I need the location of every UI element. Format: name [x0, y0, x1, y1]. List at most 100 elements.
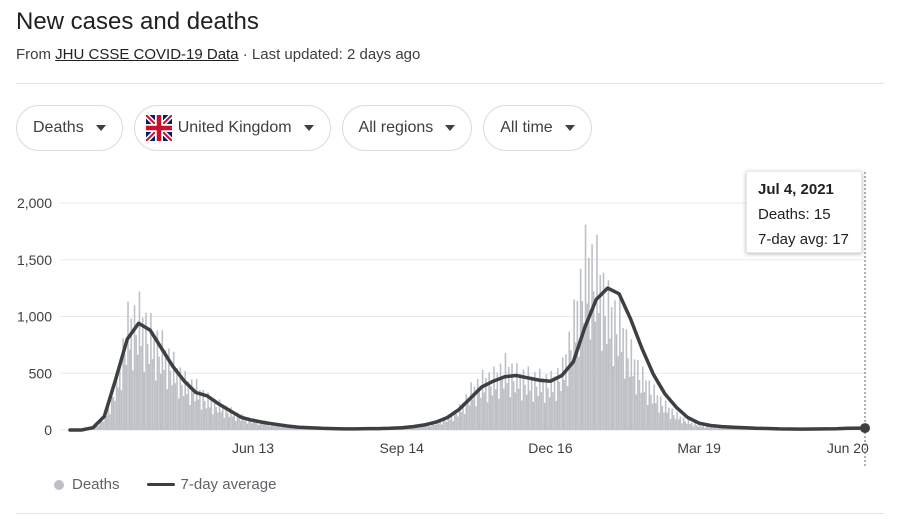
deaths-bar: [288, 426, 291, 430]
deaths-bar: [594, 321, 597, 430]
deaths-bar: [259, 420, 262, 430]
deaths-bar: [437, 423, 440, 430]
source-link[interactable]: JHU CSSE COVID-19 Data: [55, 46, 239, 63]
deaths-bar: [635, 394, 638, 430]
deaths-bar: [583, 322, 585, 430]
time-range-dropdown[interactable]: All time: [483, 105, 592, 151]
deaths-bar: [249, 420, 252, 430]
deaths-bar: [174, 383, 177, 430]
deaths-bar: [239, 420, 242, 430]
deaths-bar: [275, 423, 278, 430]
deaths-bar: [653, 384, 655, 430]
deaths-bar: [507, 366, 510, 430]
deaths-bar: [707, 426, 709, 430]
deaths-bar: [722, 426, 724, 430]
region-dropdown[interactable]: All regions: [341, 105, 473, 151]
deaths-bar: [297, 427, 299, 430]
deaths-bar: [586, 303, 588, 430]
deaths-bar: [605, 344, 608, 430]
deaths-bar: [538, 368, 541, 430]
deaths-bar: [421, 426, 423, 430]
deaths-bar: [192, 392, 195, 430]
deaths-bar: [553, 376, 556, 430]
chart-tooltip: Jul 4, 2021 Deaths: 15 7-day avg: 17: [746, 171, 862, 253]
deaths-bar: [169, 370, 172, 430]
deaths-bar: [251, 423, 253, 430]
deaths-bar: [141, 317, 144, 430]
deaths-bar: [537, 396, 539, 430]
deaths-bar: [223, 417, 226, 430]
deaths-bar: [182, 396, 185, 430]
deaths-bar: [261, 422, 263, 430]
deaths-bar: [509, 397, 512, 430]
deaths-bar: [203, 401, 206, 430]
deaths-bar: [738, 428, 740, 430]
deaths-bar: [617, 356, 620, 430]
deaths-bar: [570, 350, 572, 430]
deaths-bar: [638, 380, 641, 430]
deaths-bar: [614, 300, 616, 430]
deaths-bar: [280, 427, 283, 430]
deaths-bar: [628, 376, 631, 430]
deaths-bar: [532, 401, 535, 430]
deaths-bar: [542, 378, 544, 430]
deaths-bar: [110, 391, 113, 430]
deaths-bar: [713, 426, 716, 430]
deaths-bar: [114, 400, 116, 430]
deaths-bar: [501, 378, 504, 430]
deaths-bar: [702, 425, 705, 430]
deaths-bar: [127, 301, 129, 430]
deaths-bar: [674, 419, 677, 430]
deaths-bar: [164, 350, 167, 430]
y-tick-label: 2,000: [17, 195, 52, 211]
deaths-bar: [708, 427, 711, 430]
deaths-bar: [153, 334, 155, 430]
uk-flag-icon: [145, 115, 172, 141]
deaths-bar: [596, 234, 598, 430]
deaths-chart[interactable]: 0 500 1,000 1,500 2,000 Jun 13 Sep 14 Dec 16 Mar…: [0, 160, 921, 470]
deaths-bar: [681, 423, 683, 430]
deaths-bar: [444, 420, 446, 430]
deaths-bar: [547, 388, 549, 430]
deaths-bar: [669, 418, 672, 430]
deaths-bar: [257, 425, 260, 430]
deaths-bar: [556, 367, 559, 430]
deaths-bar: [406, 428, 409, 430]
deaths-bar: [690, 422, 693, 430]
time-label: All time: [500, 119, 553, 136]
deaths-bar: [226, 412, 229, 430]
deaths-bar: [427, 423, 430, 430]
deaths-bar: [522, 369, 525, 430]
deaths-bar: [205, 408, 208, 430]
hover-marker-dot: [860, 423, 870, 434]
deaths-bar: [512, 381, 515, 430]
deaths-bar: [704, 427, 706, 430]
deaths-bar: [560, 391, 562, 430]
deaths-bar: [578, 356, 580, 430]
y-tick-label: 500: [29, 365, 53, 381]
deaths-bar: [478, 390, 481, 430]
deaths-bar: [411, 427, 414, 430]
deaths-bar: [231, 416, 234, 430]
deaths-bar: [684, 421, 687, 430]
deaths-bar: [552, 392, 554, 430]
deaths-bar: [409, 427, 412, 430]
deaths-bar: [190, 379, 193, 430]
country-dropdown[interactable]: United Kingdom: [133, 105, 331, 151]
deaths-bar: [187, 381, 190, 430]
deaths-bar: [627, 358, 629, 430]
deaths-bar: [465, 394, 468, 430]
deaths-bar: [274, 426, 276, 430]
deaths-bar: [604, 316, 606, 430]
deaths-bar: [573, 299, 575, 430]
deaths-bar: [199, 389, 201, 430]
deaths-bar: [221, 405, 224, 430]
deaths-bar: [625, 329, 628, 430]
metric-dropdown[interactable]: Deaths: [16, 105, 123, 151]
deaths-bar: [230, 407, 232, 430]
deaths-bar: [94, 426, 97, 430]
deaths-bar: [442, 418, 445, 430]
y-tick-label: 1,500: [17, 252, 52, 268]
chevron-down-icon: [564, 125, 575, 131]
deaths-bar: [266, 424, 268, 430]
